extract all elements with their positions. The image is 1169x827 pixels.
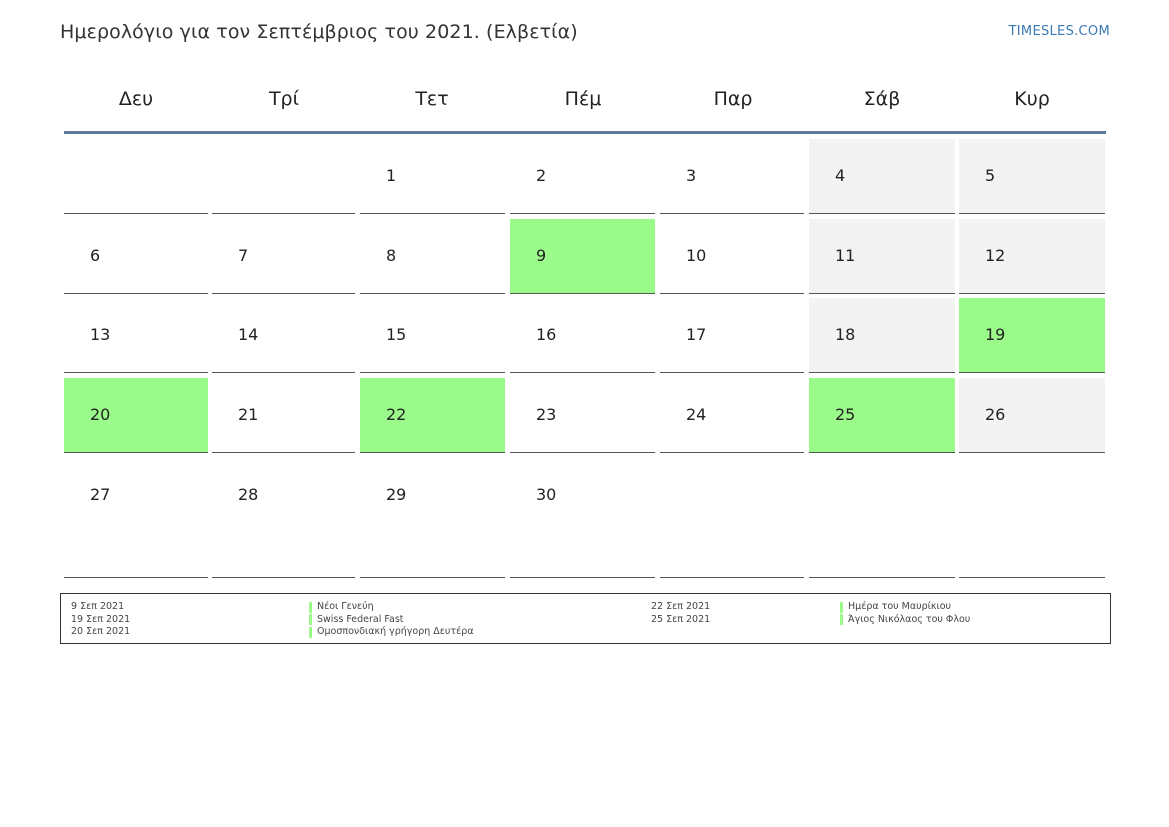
day-number: 27	[90, 485, 111, 504]
legend-holiday-name: Νέοι Γενεύη	[317, 601, 374, 612]
calendar-day-cell[interactable]: 30	[510, 458, 655, 578]
legend-color-marker	[309, 601, 312, 613]
calendar-day-cell[interactable]: 4	[809, 139, 955, 214]
calendar-day-cell[interactable]: 18	[809, 298, 955, 373]
day-number: 25	[835, 405, 856, 424]
calendar-day-cell[interactable]: 28	[212, 458, 355, 578]
legend-date: 20 Σεπ 2021	[71, 626, 131, 637]
legend-color-marker	[840, 601, 843, 613]
legend-color-marker	[840, 614, 843, 625]
weekday-label: Τρί	[268, 88, 300, 110]
weekday-label: Τετ	[415, 88, 449, 110]
weekday-label: Δευ	[118, 88, 154, 110]
day-number: 23	[536, 405, 557, 424]
day-number: 9	[536, 246, 547, 265]
calendar-day-cell[interactable]: 11	[809, 219, 955, 294]
day-number: 8	[386, 246, 397, 265]
day-number: 4	[835, 166, 846, 185]
calendar-cell-empty	[959, 458, 1105, 578]
calendar-day-cell[interactable]: 15	[360, 298, 505, 373]
day-number: 29	[386, 485, 407, 504]
calendar-day-cell[interactable]: 21	[212, 378, 355, 453]
calendar-day-cell[interactable]: 29	[360, 458, 505, 578]
day-number: 1	[386, 166, 397, 185]
calendar-day-cell[interactable]: 17	[660, 298, 804, 373]
day-number: 3	[686, 166, 697, 185]
calendar-day-cell[interactable]: 26	[959, 378, 1105, 453]
calendar-day-cell[interactable]: 19	[959, 298, 1105, 373]
weekday-label: Σάβ	[863, 88, 901, 110]
day-number: 20	[90, 405, 111, 424]
weekday-label: Πέμ	[564, 88, 602, 110]
day-number: 21	[238, 405, 259, 424]
legend-holiday-name: Swiss Federal Fast	[317, 613, 404, 625]
legend-holiday-name: Άγιος Νικόλαος του Φλου	[848, 613, 971, 625]
calendar-day-cell[interactable]: 20	[64, 378, 208, 453]
calendar-day-cell[interactable]: 3	[660, 139, 804, 214]
legend-color-marker	[309, 626, 312, 638]
calendar-cell-empty	[809, 458, 955, 578]
day-number: 13	[90, 325, 111, 344]
day-number: 18	[835, 325, 856, 344]
calendar-day-cell[interactable]: 5	[959, 139, 1105, 214]
legend-holiday-name: Ημέρα του Μαυρίκιου	[848, 601, 952, 612]
weekday-header: Δευ Τρί Τετ Πέμ Παρ Σάβ Κυρ	[64, 80, 1106, 134]
weekday-label: Κυρ	[1014, 88, 1050, 110]
brand-link[interactable]: TIMESLES.COM	[1008, 24, 1110, 39]
calendar-day-cell[interactable]: 2	[510, 139, 655, 214]
calendar-day-cell[interactable]: 25	[809, 378, 955, 453]
calendar-day-cell[interactable]: 24	[660, 378, 804, 453]
calendar-day-cell[interactable]: 1	[360, 139, 505, 214]
day-number: 30	[536, 485, 557, 504]
calendar-day-cell[interactable]: 27	[64, 458, 208, 578]
day-number: 26	[985, 405, 1006, 424]
calendar-day-cell[interactable]: 13	[64, 298, 208, 373]
calendar-day-cell[interactable]: 12	[959, 219, 1105, 294]
day-number: 5	[985, 166, 996, 185]
weekday-label: Παρ	[713, 88, 753, 110]
calendar-day-cell[interactable]: 8	[360, 219, 505, 294]
day-number: 7	[238, 246, 249, 265]
calendar-grid: 1 2 3 4 5 6 7 8 9 10 11 12 13 14 15 16 17 18 19 20 21 22 23 24 2…	[64, 139, 1105, 578]
day-number: 19	[985, 325, 1006, 344]
calendar-cell-empty	[64, 139, 208, 214]
day-number: 28	[238, 485, 259, 504]
legend-date: 9 Σεπ 2021	[71, 601, 125, 612]
calendar-day-cell[interactable]: 6	[64, 219, 208, 294]
day-number: 24	[686, 405, 707, 424]
day-number: 16	[536, 325, 557, 344]
legend-holiday-name: Ομοσπονδιακή γρήγορη Δευτέρα	[317, 626, 474, 637]
calendar-day-cell[interactable]: 14	[212, 298, 355, 373]
day-number: 22	[386, 405, 407, 424]
legend-date: 25 Σεπ 2021	[651, 613, 711, 625]
calendar-day-cell[interactable]: 23	[510, 378, 655, 453]
day-number: 11	[835, 246, 856, 265]
holiday-legend: 9 Σεπ 2021 Νέοι Γενεύη 19 Σεπ 2021 Swiss Fe…	[60, 593, 1111, 644]
legend-date: 22 Σεπ 2021	[651, 601, 711, 612]
legend-color-marker	[309, 614, 312, 625]
day-number: 2	[536, 166, 547, 185]
day-number: 15	[386, 325, 407, 344]
calendar-day-cell[interactable]: 7	[212, 219, 355, 294]
calendar-day-cell[interactable]: 9	[510, 219, 655, 294]
day-number: 6	[90, 246, 101, 265]
day-number: 14	[238, 325, 259, 344]
calendar-day-cell[interactable]: 22	[360, 378, 505, 453]
day-number: 17	[686, 325, 707, 344]
calendar-day-cell[interactable]: 16	[510, 298, 655, 373]
page-title: Ημερολόγιο για τον Σεπτέμβριος του 2021.…	[60, 21, 578, 43]
calendar-cell-empty	[660, 458, 804, 578]
day-number: 12	[985, 246, 1006, 265]
day-number: 10	[686, 246, 707, 265]
calendar-day-cell[interactable]: 10	[660, 219, 804, 294]
calendar-cell-empty	[212, 139, 355, 214]
legend-date: 19 Σεπ 2021	[71, 613, 131, 625]
